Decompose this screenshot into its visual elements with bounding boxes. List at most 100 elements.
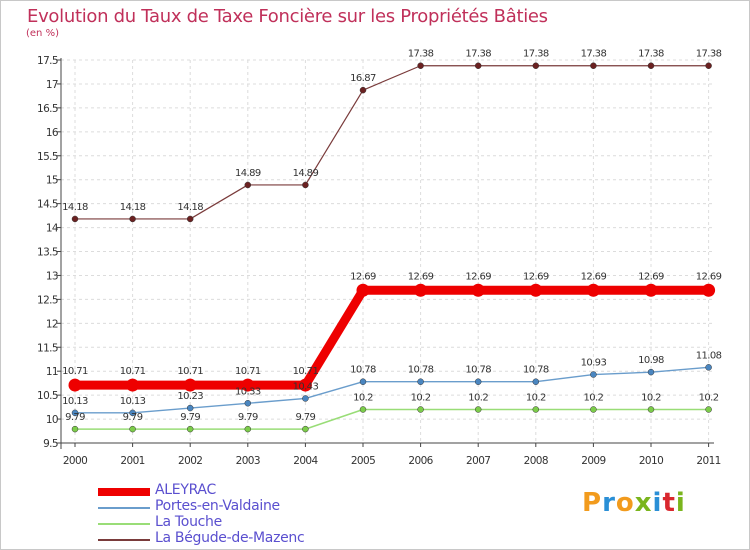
- logo-letter: P: [582, 488, 603, 518]
- data-point: [71, 409, 79, 417]
- data-label: 12.69: [523, 271, 549, 282]
- data-label: 12.69: [581, 271, 607, 282]
- data-label: 9.79: [238, 412, 258, 423]
- data-point: [474, 378, 482, 385]
- y-tick-label: 17: [46, 79, 58, 91]
- data-point: [417, 406, 424, 413]
- data-label: 17.38: [523, 49, 549, 60]
- data-label: 10.78: [523, 365, 549, 376]
- data-label: 10.98: [638, 355, 664, 366]
- data-point: [532, 378, 540, 385]
- y-tick-label: 11.5: [37, 342, 58, 354]
- data-label: 10.78: [350, 365, 376, 376]
- y-tick-label: 13.5: [37, 247, 58, 259]
- data-point: [356, 283, 370, 297]
- y-tick-label: 16.5: [37, 103, 58, 115]
- data-label: 10.78: [408, 365, 434, 376]
- data-label: 10.2: [468, 392, 488, 403]
- data-label: 10.33: [235, 386, 261, 397]
- data-point: [647, 368, 655, 376]
- data-label: 10.43: [293, 381, 319, 392]
- y-tick-label: 15: [46, 175, 58, 187]
- legend-label: La Touche: [155, 514, 222, 530]
- data-point: [705, 406, 712, 413]
- data-label: 14.89: [235, 168, 261, 179]
- legend-swatch: [98, 539, 150, 541]
- series-line: [75, 366, 709, 414]
- data-point: [183, 378, 197, 392]
- x-tick-label: 2001: [120, 455, 144, 467]
- y-tick-label: 12: [46, 318, 58, 330]
- data-point: [129, 409, 136, 417]
- data-label: 17.38: [465, 49, 491, 60]
- logo-letter: i: [675, 488, 686, 518]
- x-tick-label: 2011: [696, 455, 720, 467]
- data-point: [71, 425, 79, 433]
- data-point: [244, 181, 252, 189]
- data-point: [71, 215, 79, 223]
- data-point: [705, 62, 712, 69]
- data-label: 17.38: [638, 49, 664, 60]
- data-point: [241, 378, 255, 392]
- data-point: [590, 62, 597, 69]
- chart-title: Evolution du Taux de Taxe Foncière sur l…: [27, 6, 548, 27]
- data-point: [186, 425, 194, 433]
- data-point: [298, 378, 312, 392]
- data-label: 10.2: [641, 392, 661, 403]
- data-label: 12.69: [350, 271, 376, 282]
- data-label: 9.79: [65, 412, 85, 423]
- data-label: 10.2: [699, 392, 719, 403]
- y-tick-label: 10: [46, 414, 58, 426]
- data-label: 10.93: [581, 358, 607, 369]
- data-point: [302, 425, 309, 433]
- data-point: [126, 378, 140, 392]
- series-la-b-gude-de-mazenc: [71, 62, 712, 223]
- data-point: [186, 215, 194, 223]
- data-point: [474, 406, 482, 413]
- data-label: 9.79: [180, 412, 200, 423]
- y-axis-unit-label: (en %): [26, 28, 59, 39]
- data-label: 14.89: [293, 168, 319, 179]
- data-label: 10.71: [120, 366, 146, 377]
- data-point: [702, 283, 716, 297]
- data-point: [359, 86, 367, 94]
- data-label: 12.69: [408, 271, 434, 282]
- legend-swatch: [98, 523, 150, 525]
- y-tick-label: 14: [46, 223, 59, 235]
- x-tick-label: 2003: [236, 455, 260, 467]
- data-label: 9.79: [295, 412, 315, 423]
- data-point: [359, 406, 367, 413]
- x-tick-label: 2006: [408, 455, 433, 467]
- x-tick-label: 2002: [178, 455, 202, 467]
- data-label: 17.38: [696, 49, 722, 60]
- data-label: 10.23: [177, 391, 203, 402]
- series-line: [75, 65, 709, 220]
- data-point: [647, 62, 655, 69]
- series-aleyrac: [68, 283, 716, 392]
- series-line: [75, 408, 709, 430]
- y-tick-label: 10.5: [37, 390, 58, 402]
- data-label: 12.69: [465, 271, 491, 282]
- y-tick-label: 9.5: [43, 438, 58, 450]
- data-point: [705, 364, 712, 371]
- y-tick-label: 17.5: [37, 55, 58, 67]
- data-point: [68, 378, 82, 392]
- data-label: 14.18: [120, 202, 146, 213]
- data-label: 10.13: [120, 396, 146, 407]
- data-label: 10.2: [583, 392, 603, 403]
- data-point: [474, 62, 482, 69]
- data-label: 10.2: [411, 392, 431, 403]
- data-label: 11.08: [696, 350, 722, 361]
- logo-letter: t: [662, 488, 676, 518]
- legend-label: Portes-en-Valdaine: [155, 498, 280, 514]
- data-label: 16.87: [350, 73, 376, 84]
- data-label: 12.69: [696, 271, 722, 282]
- y-tick-label: 12.5: [37, 294, 58, 306]
- series-line: [75, 285, 709, 390]
- data-label: 10.78: [465, 365, 491, 376]
- y-tick-label: 13: [46, 270, 58, 282]
- x-tick-label: 2004: [293, 455, 318, 467]
- data-point: [414, 283, 428, 297]
- x-tick-label: 2005: [351, 455, 375, 467]
- data-point: [129, 425, 136, 433]
